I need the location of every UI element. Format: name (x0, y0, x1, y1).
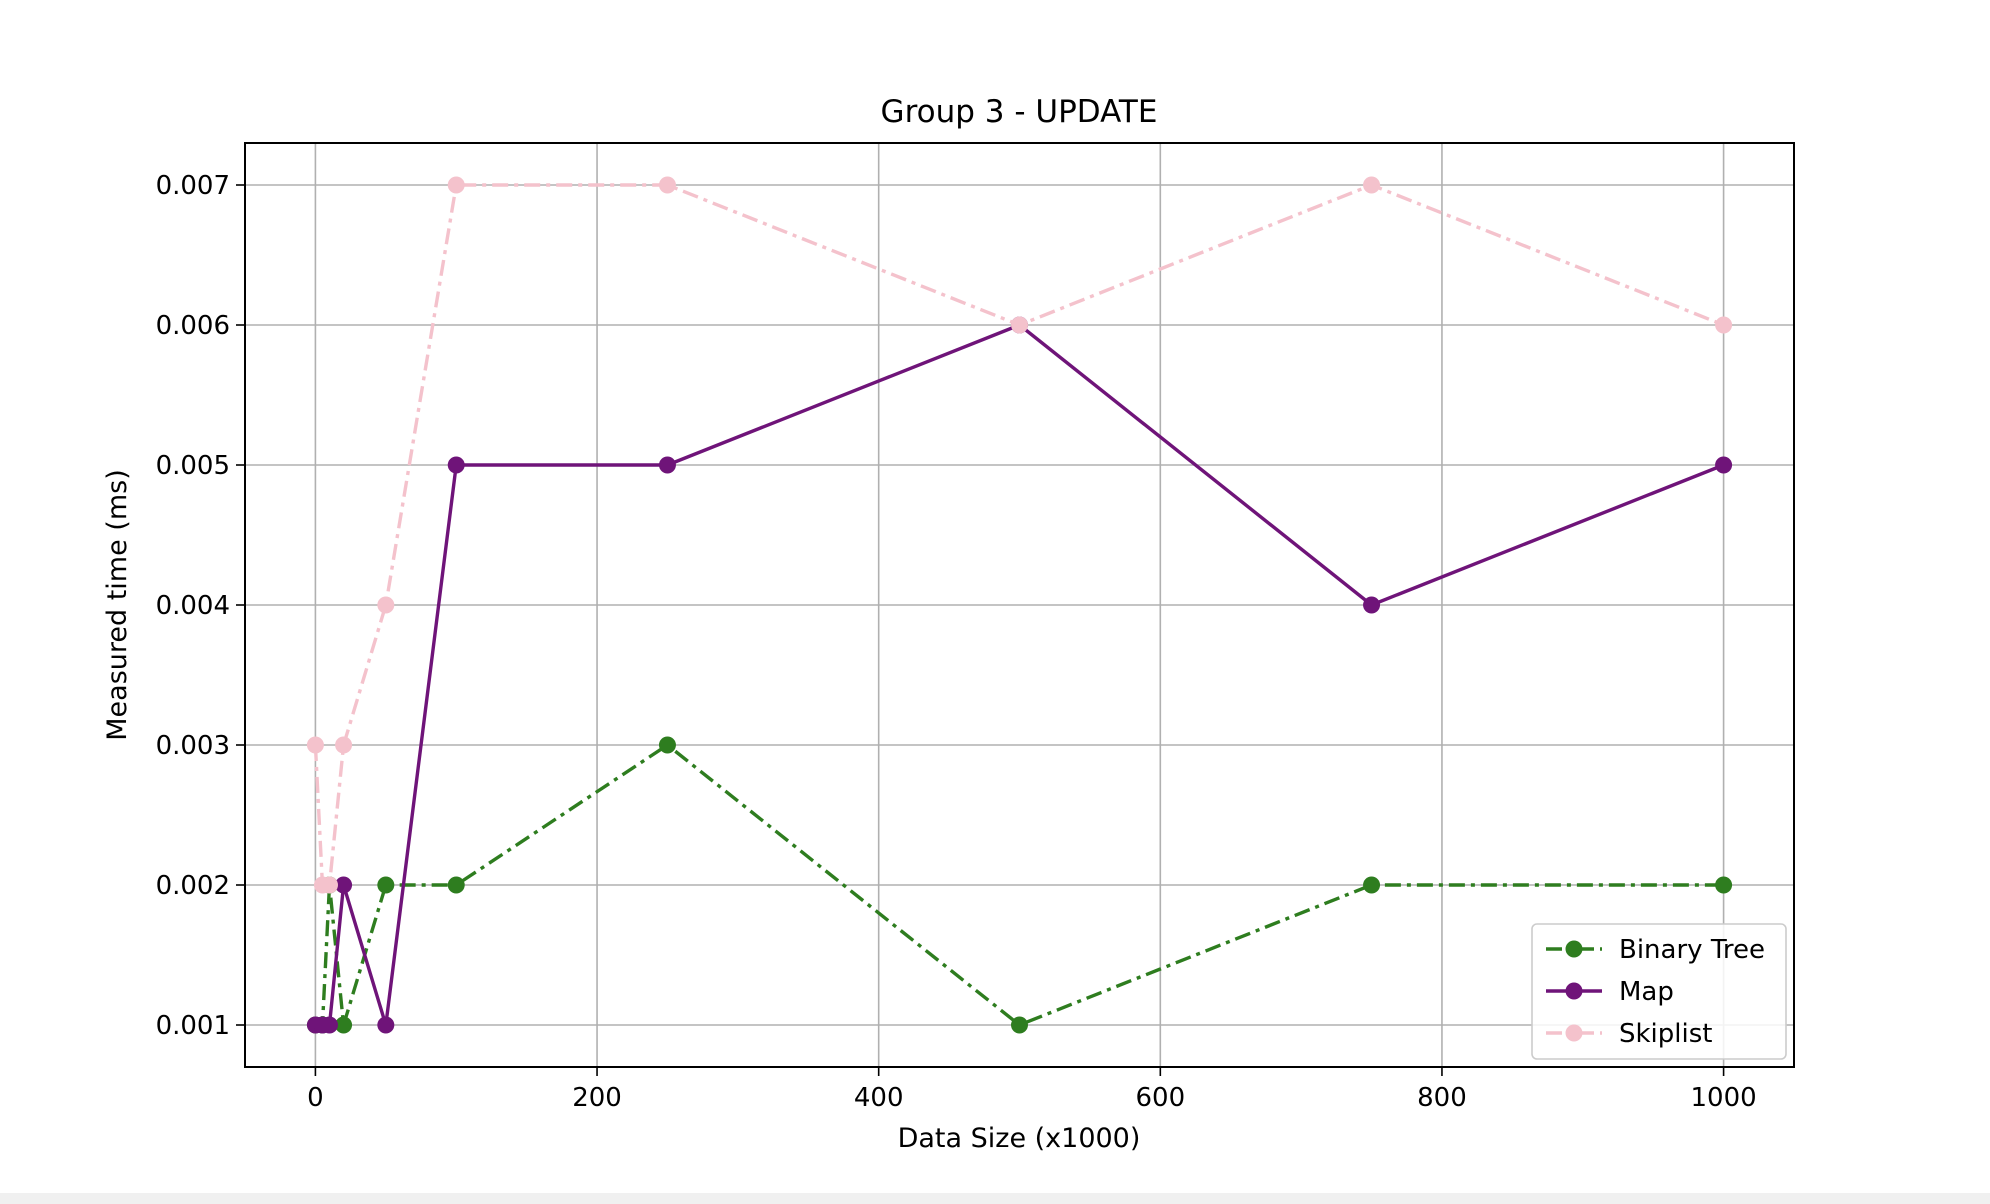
data-point (320, 1016, 338, 1034)
data-point (658, 736, 676, 754)
legend-entry: Binary Tree (1546, 935, 1765, 965)
legend-label: Skiplist (1619, 1019, 1712, 1049)
data-point (1715, 876, 1733, 894)
data-point (335, 736, 353, 754)
data-point (320, 876, 338, 894)
series-line-map (315, 323, 1725, 1027)
series-skiplist (306, 176, 1733, 894)
y-tick-label: 0.007 (156, 171, 230, 201)
legend-label: Binary Tree (1619, 935, 1765, 965)
x-tick-label: 1000 (1691, 1083, 1757, 1113)
data-point (377, 596, 395, 614)
data-point (1363, 176, 1381, 194)
data-point (335, 1016, 353, 1034)
series-lines (306, 176, 1733, 1034)
window-bottom-strip (0, 1193, 1990, 1204)
legend-entry: Map (1546, 977, 1674, 1007)
x-tick-label: 0 (307, 1083, 324, 1113)
series-line-binary-tree (315, 743, 1724, 1027)
series-map (306, 316, 1733, 1034)
data-point (377, 876, 395, 894)
data-point (1011, 1016, 1028, 1034)
legend-marker (1565, 940, 1583, 958)
y-tick-label: 0.006 (156, 311, 230, 341)
data-point (306, 736, 324, 754)
data-point (447, 876, 465, 894)
data-point (1715, 316, 1733, 334)
legend-marker (1565, 1024, 1583, 1042)
y-axis-label: Measured time (ms) (102, 469, 133, 741)
legend-box (1531, 923, 1787, 1060)
legend-entry: Skiplist (1546, 1019, 1712, 1049)
data-point (1363, 876, 1381, 894)
series-line-skiplist (313, 183, 1725, 887)
chart-title: Group 3 - UPDATE (881, 94, 1158, 130)
legend-marker (1565, 982, 1583, 1000)
y-tick-label: 0.002 (156, 871, 230, 901)
data-point (658, 176, 676, 194)
y-tick-label: 0.003 (156, 731, 230, 761)
y-tick-label: 0.005 (156, 451, 230, 481)
y-tick-label: 0.004 (156, 591, 230, 621)
x-axis-label: Data Size (x1000) (898, 1123, 1141, 1154)
data-point (447, 456, 465, 474)
data-point (335, 876, 353, 894)
y-tick-label: 0.001 (156, 1011, 230, 1041)
x-tick-label: 200 (572, 1083, 622, 1113)
data-point (1715, 456, 1733, 474)
x-tick-label: 800 (1417, 1083, 1467, 1113)
legend: Binary Tree Map Skiplist (1531, 923, 1787, 1060)
data-point (377, 1016, 395, 1034)
x-tick-label: 400 (854, 1083, 904, 1113)
data-point (1011, 316, 1028, 334)
data-point (658, 456, 676, 474)
legend-label: Map (1619, 977, 1674, 1007)
axis-ticks: 0 200 400 600 800 1000 0.001 0.002 0.003 0.004 0.0… (156, 171, 1757, 1113)
data-point (447, 176, 465, 194)
data-point (1363, 596, 1381, 614)
x-tick-label: 600 (1135, 1083, 1185, 1113)
